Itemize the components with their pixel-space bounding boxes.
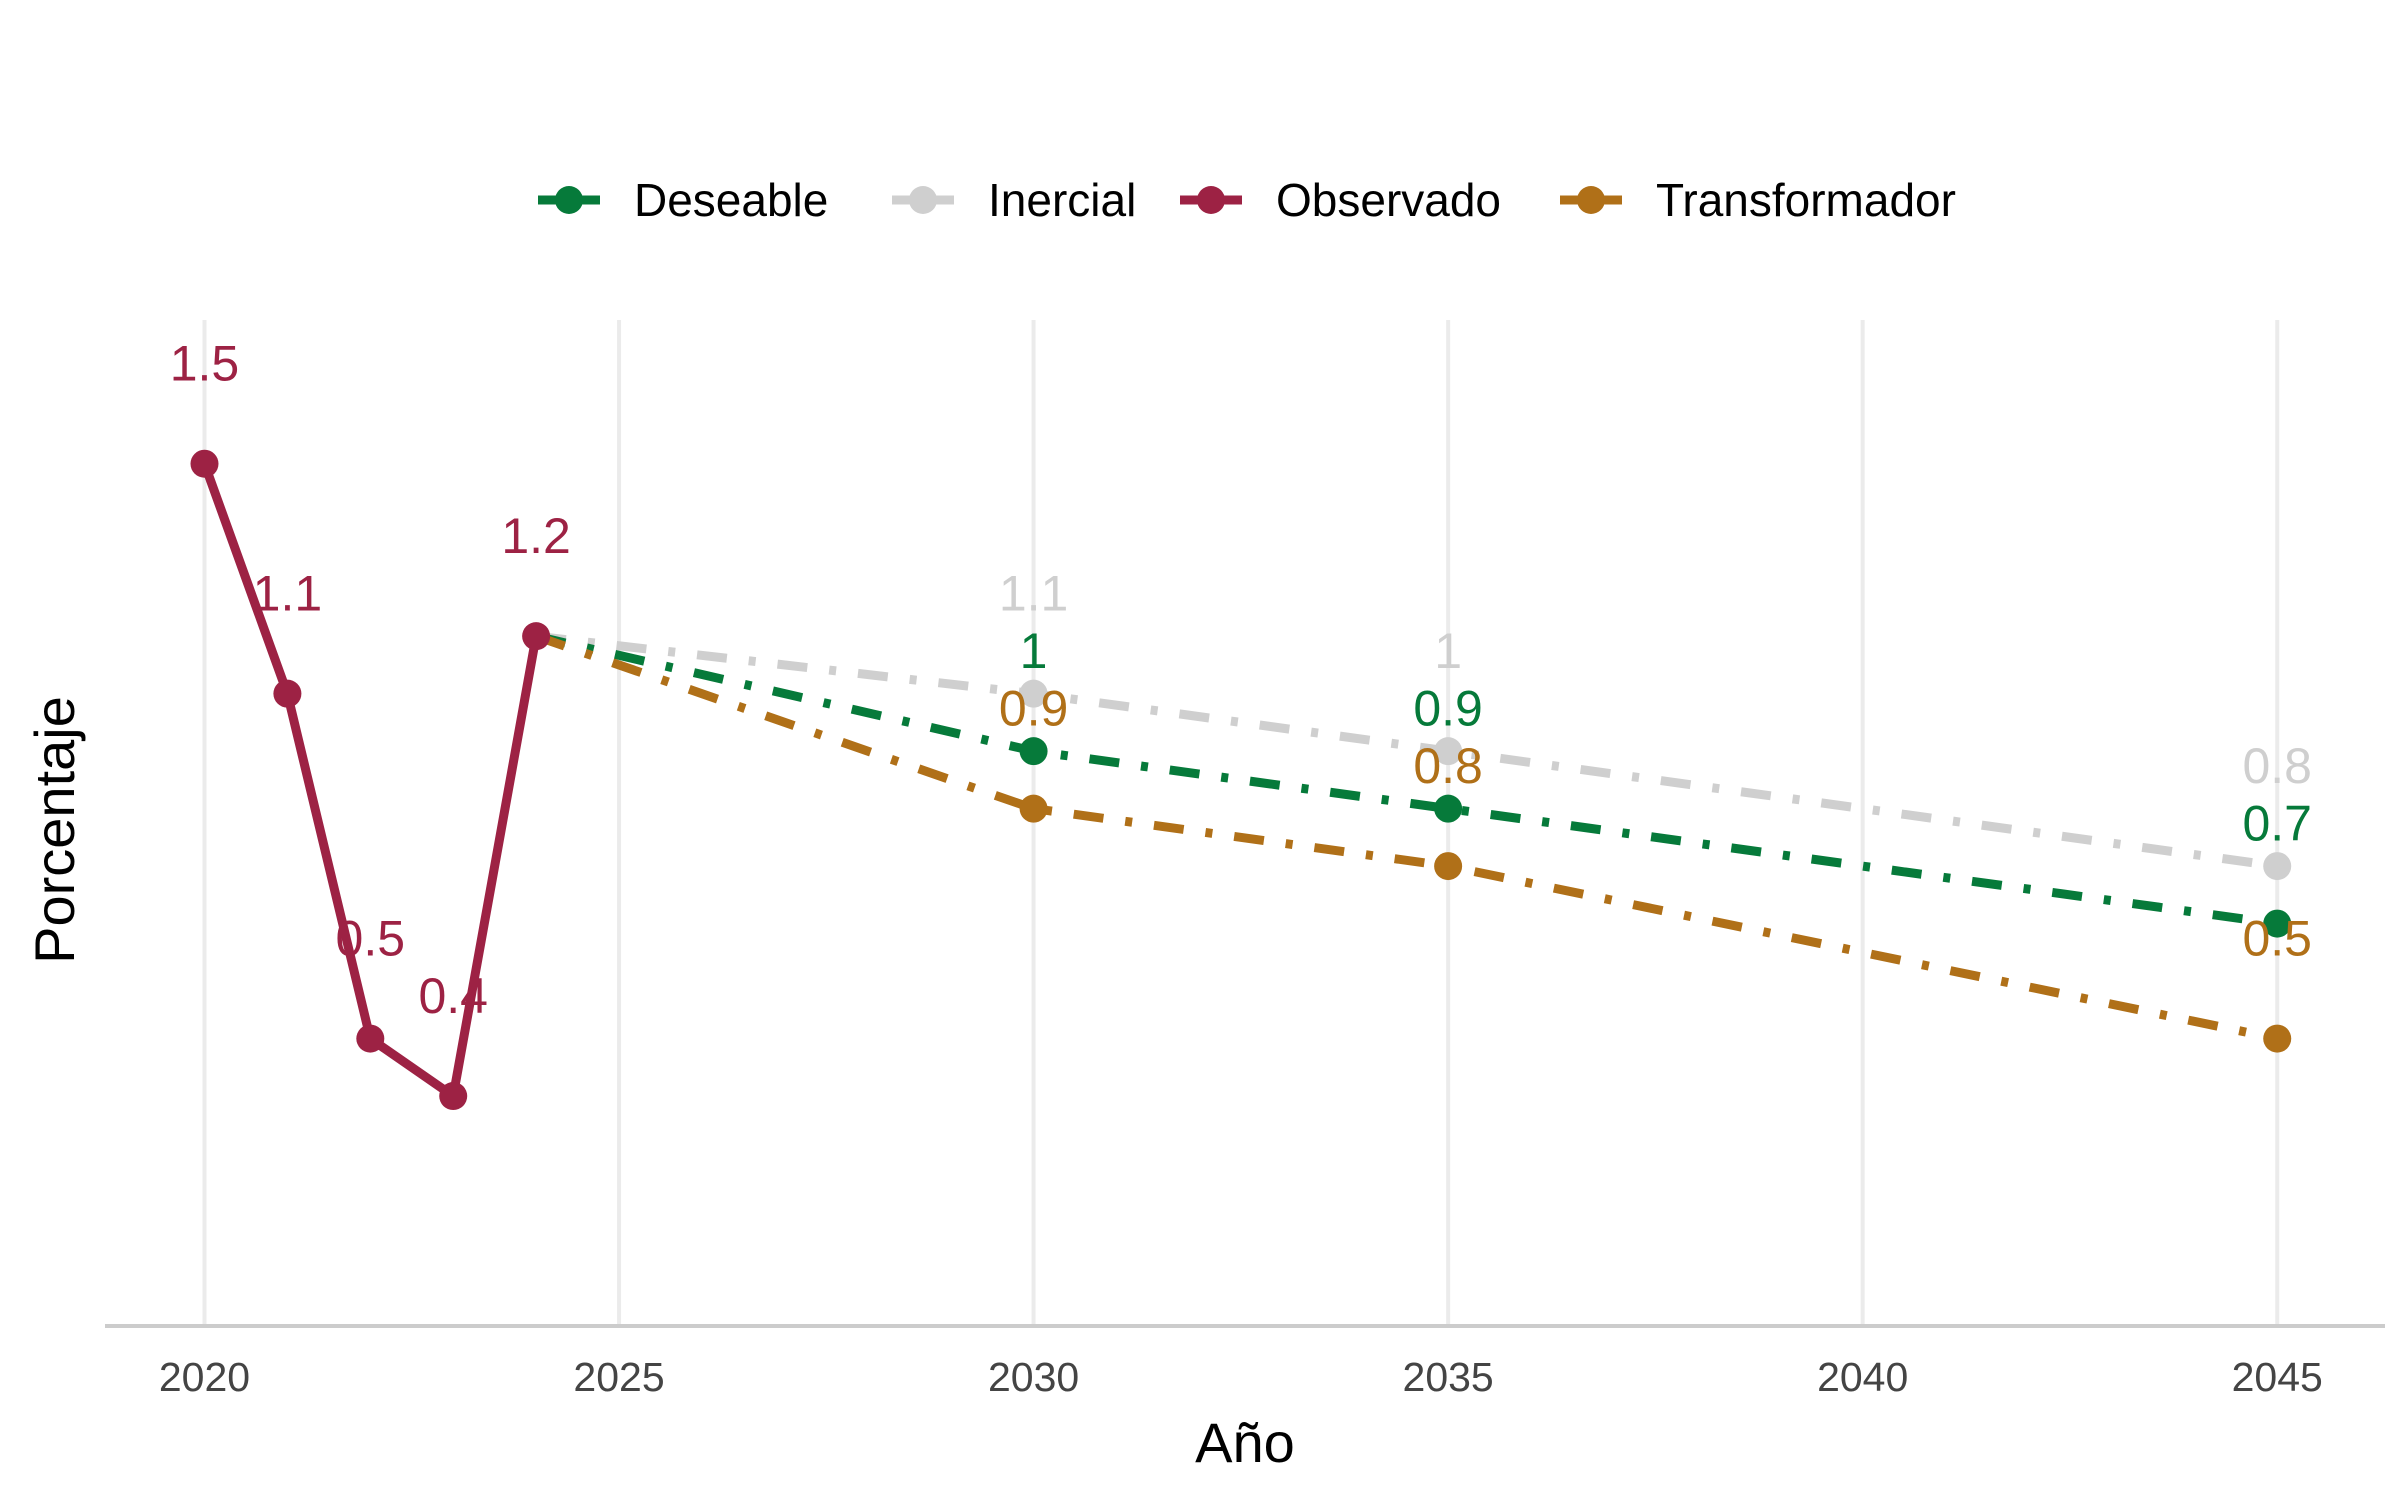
series-inercial [535,631,2292,881]
series-line-inercial [535,631,2278,871]
point-deseable-2035 [1434,794,1463,823]
point-transformador-2035 [1434,852,1463,881]
legend-label-deseable: Deseable [634,174,828,226]
legend-item-transformador: Transformador [1560,174,1956,226]
data-label-inercial-2030: 1.1 [999,566,1069,622]
data-label-deseable-2045: 0.7 [2242,796,2312,852]
x-axis-title: Año [1195,1411,1295,1474]
point-observado-2020 [190,449,219,478]
x-tick-label-2020: 2020 [159,1354,250,1400]
point-deseable-2045 [2263,909,2292,938]
data-label-transformador-2030: 0.9 [999,681,1069,737]
x-tick-label-2045: 2045 [2232,1354,2323,1400]
series-layer [190,449,2292,1111]
x-tick-label-2025: 2025 [573,1354,664,1400]
data-label-observado-2021: 1.1 [253,566,323,622]
point-inercial-2045 [2263,852,2292,881]
legend-label-observado: Observado [1276,174,1501,226]
point-observado-2021 [273,679,302,708]
point-inercial-2035 [1434,737,1463,766]
legend-key-point-transformador [1577,186,1605,214]
data-label-observado-2024: 1.2 [501,508,571,564]
data-label-transformador-2035: 0.8 [1413,738,1483,794]
legend-item-deseable: Deseable [538,174,828,226]
point-transformador-2045 [2263,1024,2292,1053]
data-label-observado-2020: 1.5 [170,336,240,392]
series-transformador [534,631,2292,1053]
data-label-transformador-2045: 0.5 [2242,911,2312,967]
series-observado [190,449,551,1111]
data-labels: 10.90.71.110.81.51.10.50.41.20.90.80.5 [170,336,2312,1024]
data-label-observado-2023: 0.4 [418,968,488,1024]
legend: Deseable Inercial Observado Transformador [538,174,1956,226]
point-transformador-2030 [1019,794,1048,823]
legend-key-point-observado [1197,186,1225,214]
x-tick-label-2030: 2030 [988,1354,1079,1400]
legend-item-observado: Observado [1180,174,1501,226]
point-observado-2023 [439,1082,468,1111]
data-label-deseable-2035: 0.9 [1413,681,1483,737]
data-label-deseable-2030: 1 [1020,623,1048,679]
x-tick-label-2035: 2035 [1403,1354,1494,1400]
series-deseable [535,631,2292,938]
data-label-observado-2022: 0.5 [336,911,406,967]
legend-item-inercial: Inercial [892,174,1136,226]
y-axis-title: Porcentaje [23,696,86,964]
grid-layer [202,320,2280,1326]
point-observado-2022 [356,1024,385,1053]
series-line-deseable [535,631,2278,929]
legend-key-point-deseable [555,186,583,214]
point-observado-2024 [522,622,551,651]
series-line-transformador [534,631,2279,1044]
point-inercial-2030 [1019,679,1048,708]
data-label-inercial-2045: 0.8 [2242,738,2312,794]
data-label-inercial-2035: 1 [1434,623,1462,679]
legend-key-point-inercial [909,186,937,214]
point-deseable-2030 [1019,737,1048,766]
legend-label-transformador: Transformador [1656,174,1956,226]
x-tick-label-2040: 2040 [1817,1354,1908,1400]
x-tick-labels: 2020 2025 2030 2035 2040 2045 [159,1354,2323,1400]
legend-label-inercial: Inercial [988,174,1136,226]
